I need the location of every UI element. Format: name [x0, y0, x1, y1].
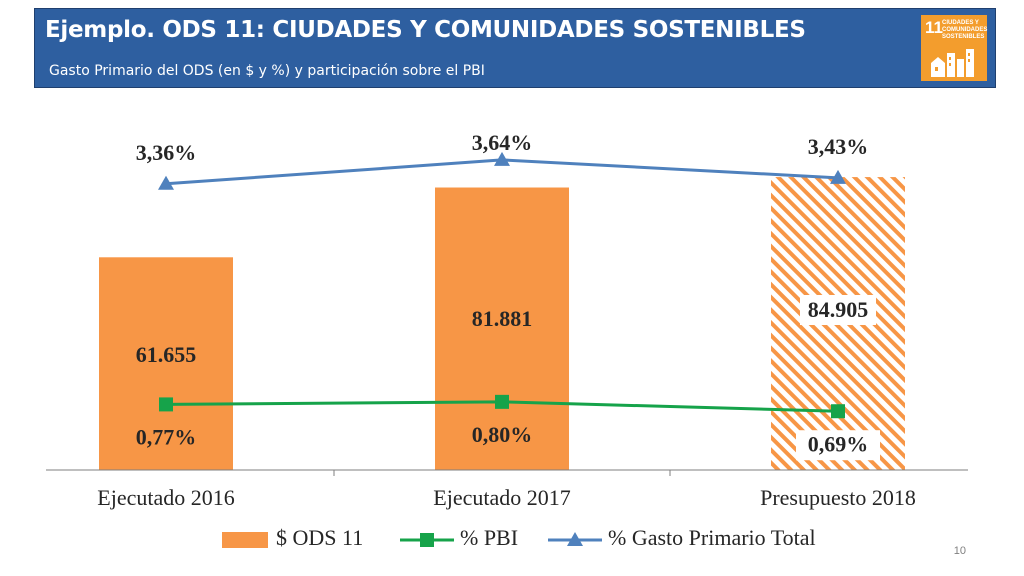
legend-label-gasto-primario: % Gasto Primario Total	[608, 525, 816, 550]
bar-1	[99, 257, 233, 470]
city-buildings-icon	[931, 49, 974, 77]
sdg-badge-number: 11	[925, 18, 943, 37]
gasto-primario-point-2	[494, 151, 510, 166]
page-title: Ejemplo. ODS 11: CIUDADES Y COMUNIDADES …	[45, 17, 806, 43]
x-tick-label: Ejecutado 2017	[433, 485, 570, 510]
pbi-value-label: 0,69%	[808, 431, 869, 456]
page-subtitle: Gasto Primario del ODS (en $ y %) y part…	[49, 63, 485, 79]
x-tick-label: Presupuesto 2018	[760, 485, 916, 510]
gasto-primario-point-1	[158, 175, 174, 190]
sdg-badge-text: CIUDADES Y COMUNIDADES SOSTENIBLES	[942, 20, 988, 40]
legend-swatch-pbi	[420, 533, 434, 547]
legend-label-pbi: % PBI	[460, 525, 518, 550]
pbi-value-label: 0,80%	[472, 422, 533, 447]
legend-swatch-ods	[222, 532, 268, 548]
x-tick-label: Ejecutado 2016	[97, 485, 234, 510]
bar-2	[435, 187, 569, 470]
title-banner: Ejemplo. ODS 11: CIUDADES Y COMUNIDADES …	[34, 8, 996, 88]
gasto-primario-value-label: 3,36%	[136, 140, 197, 165]
gasto-primario-point-3	[830, 169, 846, 184]
data-label-background	[796, 430, 880, 461]
bar-value-label: 81.881	[472, 306, 533, 331]
gasto-primario-value-label: 3,43%	[808, 134, 869, 159]
pbi-point-1	[159, 397, 173, 412]
page-number: 10	[953, 545, 966, 557]
pbi-value-label: 0,77%	[136, 424, 197, 449]
bar-label-background	[800, 295, 876, 325]
pbi-point-3	[831, 404, 845, 419]
legend-swatch-gasto-primario	[567, 532, 583, 546]
pbi-point-2	[495, 394, 509, 409]
legend-label-ods: $ ODS 11	[276, 525, 363, 550]
gasto-primario-value-label: 3,64%	[472, 130, 533, 155]
bar-value-label: 84.905	[808, 297, 869, 322]
bar-value-label: 61.655	[136, 342, 197, 367]
sdg-11-badge: 11 CIUDADES Y COMUNIDADES SOSTENIBLES	[921, 15, 987, 81]
